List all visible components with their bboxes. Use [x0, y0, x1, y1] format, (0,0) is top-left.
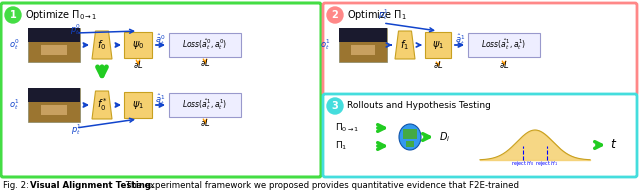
Bar [28, 28, 80, 42]
Bar [339, 28, 387, 62]
Text: $\Pi_{0\rightarrow1}$: $\Pi_{0\rightarrow1}$ [335, 122, 359, 134]
Text: Optimize $\Pi_1$: Optimize $\Pi_1$ [347, 8, 407, 22]
Text: $p_t^0$: $p_t^0$ [70, 23, 81, 37]
Bar [425, 32, 451, 58]
Text: $\Pi_1$: $\Pi_1$ [335, 140, 348, 152]
Text: The experimental framework we proposed provides quantitative evidence that F2E-t: The experimental framework we proposed p… [123, 181, 519, 190]
Bar [169, 33, 241, 57]
Text: $f_1$: $f_1$ [401, 38, 410, 52]
Text: Fig. 2:: Fig. 2: [3, 181, 32, 190]
Text: Visual Alignment Testing.: Visual Alignment Testing. [30, 181, 154, 190]
Text: reject $H_0$: reject $H_0$ [511, 159, 534, 168]
Text: 1: 1 [10, 10, 17, 20]
Bar [124, 92, 152, 118]
Text: $o_t^1$: $o_t^1$ [10, 97, 20, 113]
Text: 2: 2 [332, 10, 339, 20]
Text: $f_0^*$: $f_0^*$ [97, 97, 108, 113]
Circle shape [327, 7, 343, 23]
FancyBboxPatch shape [1, 3, 321, 177]
Text: $Loss(\hat{a}_t^0, a_t^0)$: $Loss(\hat{a}_t^0, a_t^0)$ [182, 37, 228, 52]
Text: $\hat{a}_t^1$: $\hat{a}_t^1$ [155, 92, 165, 108]
Polygon shape [395, 31, 415, 59]
Text: $\partial L$: $\partial L$ [200, 58, 211, 69]
Text: $\partial L$: $\partial L$ [433, 59, 444, 70]
Bar [28, 88, 80, 122]
Circle shape [327, 98, 343, 114]
Text: Rollouts and Hypothesis Testing: Rollouts and Hypothesis Testing [347, 102, 491, 111]
Text: 3: 3 [332, 101, 339, 111]
Polygon shape [92, 91, 112, 119]
Text: $f_0$: $f_0$ [97, 38, 107, 52]
Text: $\psi_1$: $\psi_1$ [132, 99, 144, 111]
Bar [403, 129, 417, 139]
Text: $\hat{a}_t^1$: $\hat{a}_t^1$ [455, 32, 465, 47]
Bar [468, 33, 540, 57]
Bar [124, 32, 152, 58]
Bar [339, 28, 387, 42]
Text: $\partial L$: $\partial L$ [200, 118, 211, 129]
Text: $\psi_0$: $\psi_0$ [132, 39, 144, 51]
Text: $D_i$: $D_i$ [439, 130, 451, 144]
Text: $p_t^1$: $p_t^1$ [378, 8, 388, 22]
Text: $\partial L$: $\partial L$ [132, 58, 143, 69]
Text: $Loss(\hat{a}_t^1, a_t^1)$: $Loss(\hat{a}_t^1, a_t^1)$ [182, 97, 228, 113]
Bar [406, 141, 414, 147]
Ellipse shape [399, 124, 421, 150]
Bar [351, 45, 375, 55]
FancyBboxPatch shape [323, 94, 637, 177]
Bar [28, 88, 80, 102]
Text: $p_t^1$: $p_t^1$ [70, 123, 81, 137]
Bar [169, 93, 241, 117]
Text: $t$: $t$ [611, 139, 618, 152]
Text: $o_t^0$: $o_t^0$ [9, 38, 20, 52]
Circle shape [5, 7, 21, 23]
FancyBboxPatch shape [323, 3, 637, 95]
Bar [28, 28, 80, 62]
Polygon shape [92, 31, 112, 59]
Text: $\hat{a}_t^0$: $\hat{a}_t^0$ [155, 32, 165, 47]
Text: $\psi_1$: $\psi_1$ [432, 39, 444, 51]
Bar [41, 105, 67, 115]
Text: $Loss(\hat{a}_t^1, a_t^1)$: $Loss(\hat{a}_t^1, a_t^1)$ [481, 37, 527, 52]
Text: $o_t^1$: $o_t^1$ [321, 38, 331, 52]
Bar [41, 45, 67, 55]
Text: reject $H_1$: reject $H_1$ [536, 159, 559, 168]
Text: $\partial L$: $\partial L$ [499, 58, 509, 69]
Text: Optimize $\Pi_{0\rightarrow1}$: Optimize $\Pi_{0\rightarrow1}$ [25, 8, 97, 22]
